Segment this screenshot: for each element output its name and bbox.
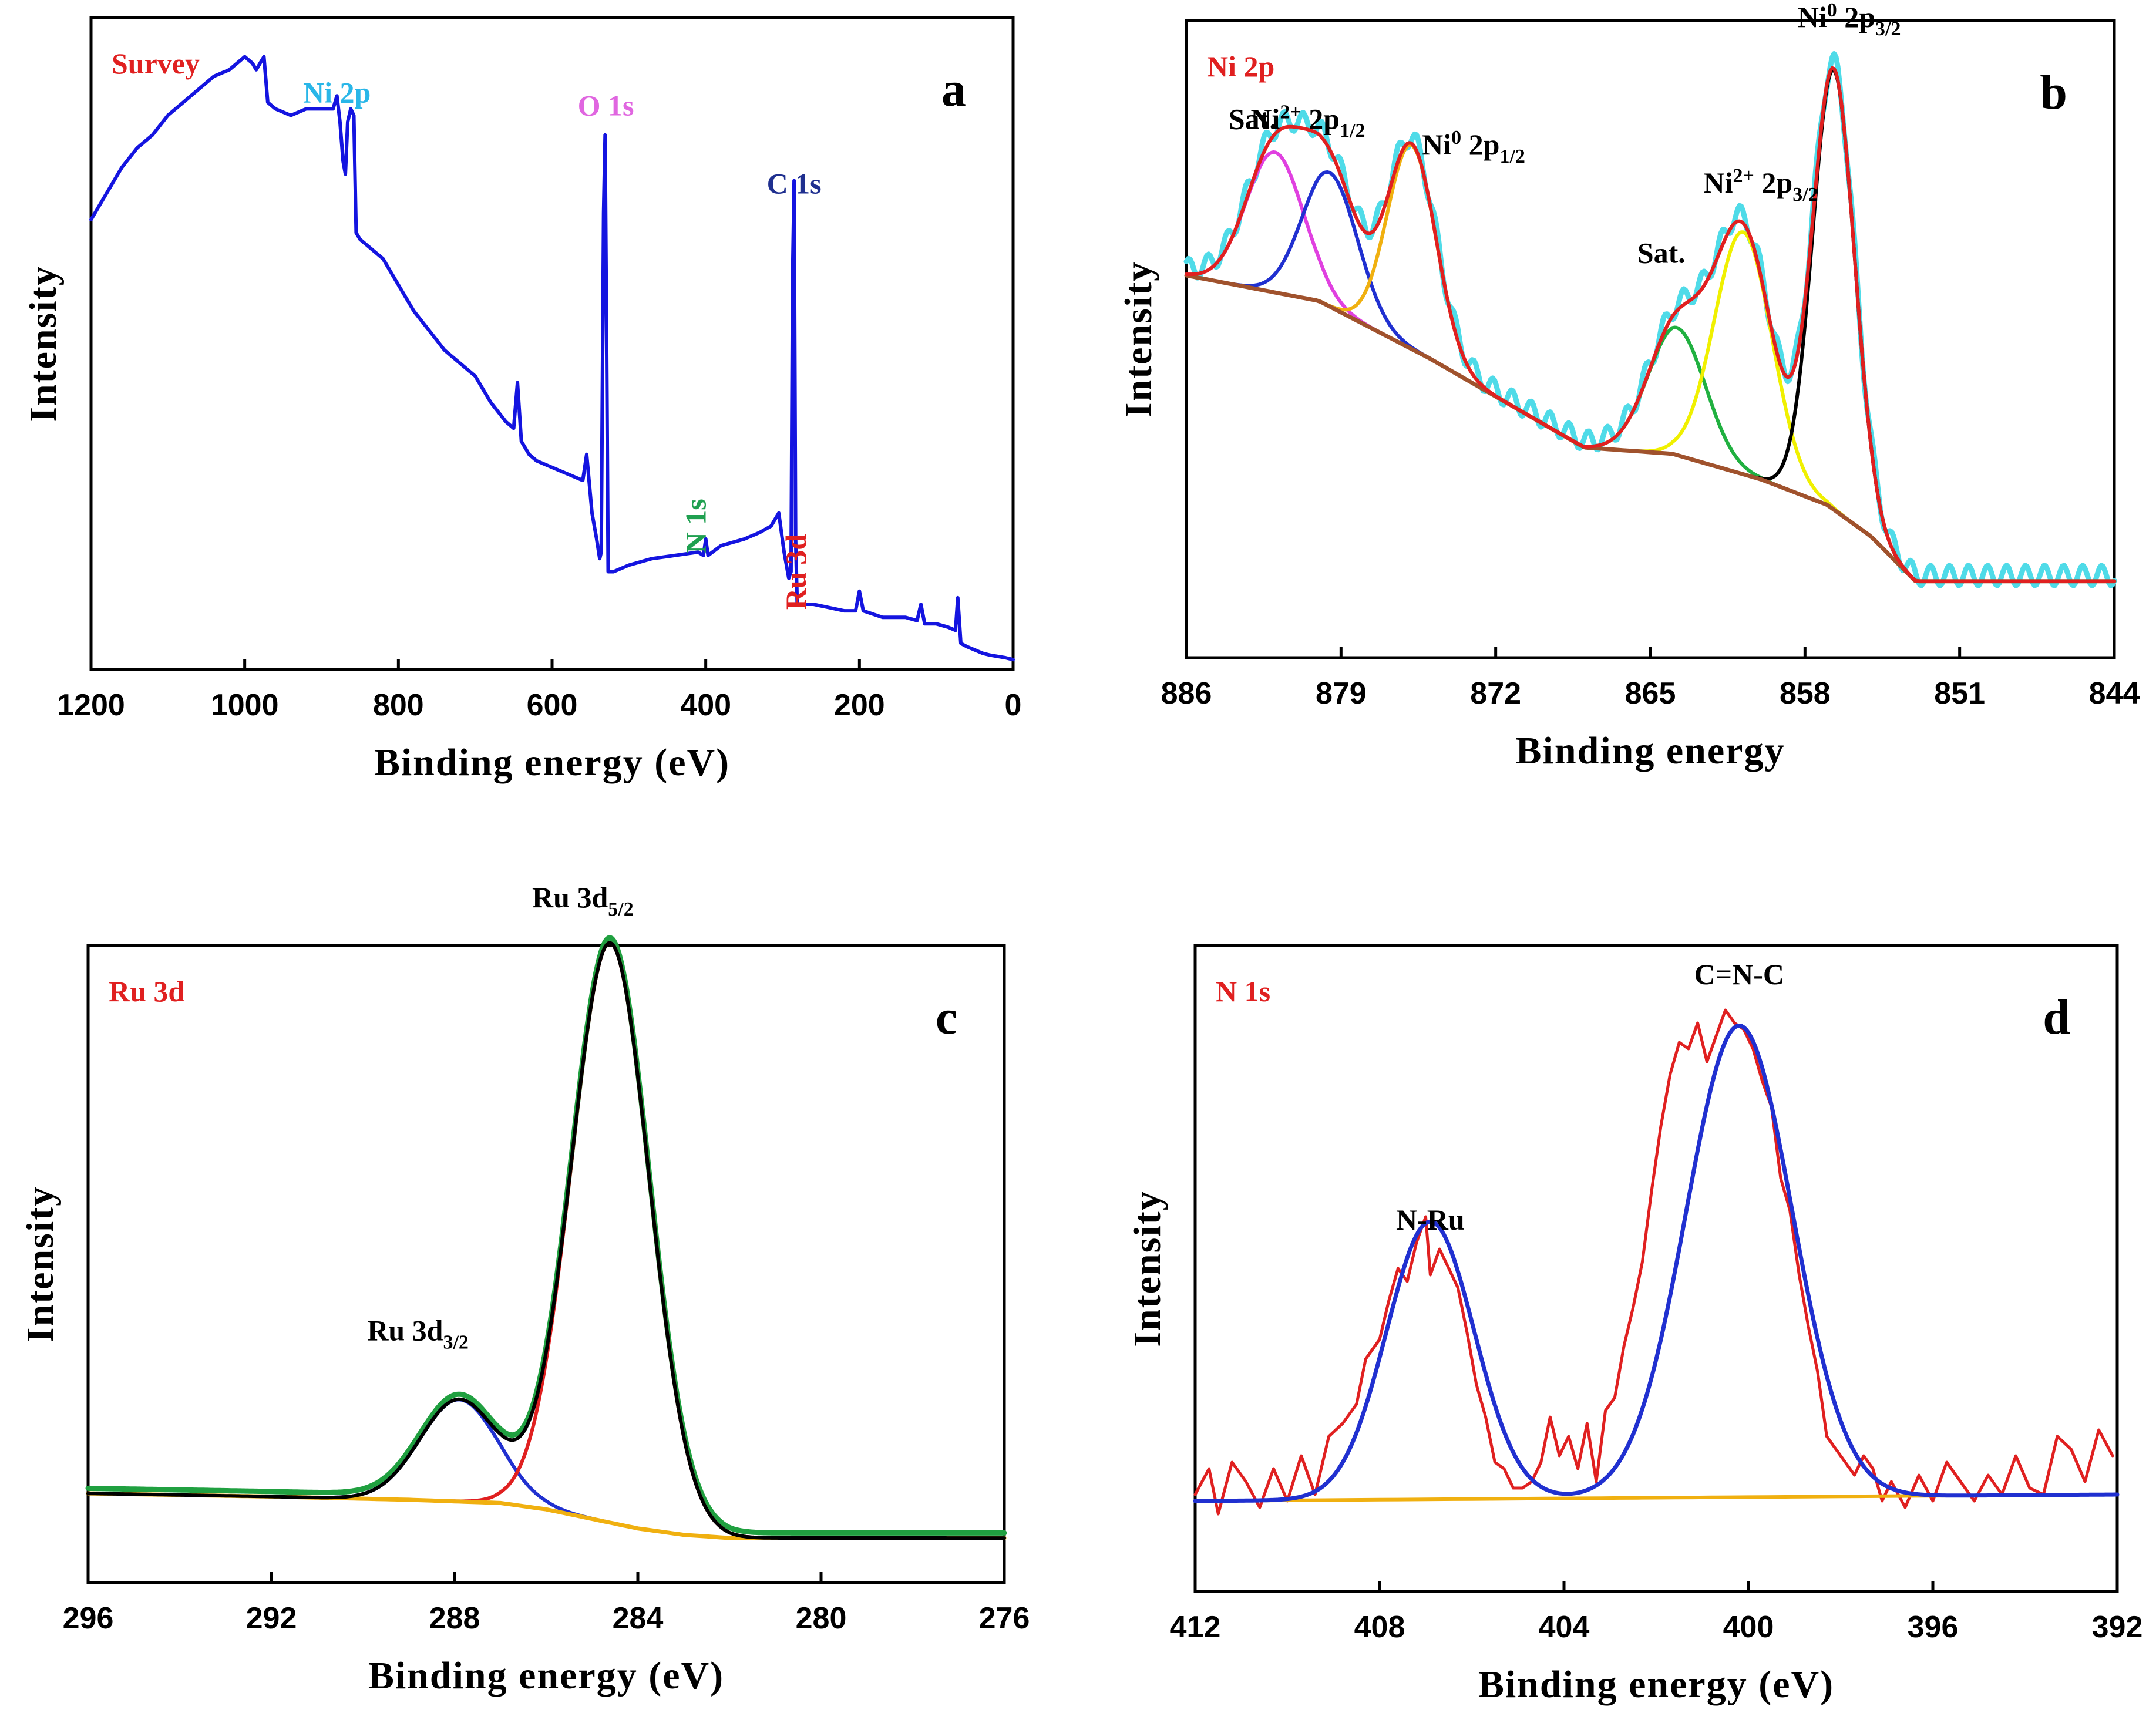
x-tick-label: 280 xyxy=(796,1601,847,1635)
y-axis-label: Intensity xyxy=(22,265,65,422)
peak-annotation: Ni2+ 2p1/2 xyxy=(1250,101,1365,142)
x-tick-label: 200 xyxy=(834,688,885,722)
chart-panel-b: 886 879 872 865 858 851 844 Binding energy Inten… xyxy=(1117,0,2140,772)
x-tick-label: 858 xyxy=(1780,676,1831,711)
x-axis-label: Binding energy (eV) xyxy=(374,741,730,784)
panel-title: Ru 3d xyxy=(109,975,184,1008)
x-tick-label: 288 xyxy=(429,1601,480,1635)
x-tick-label: 284 xyxy=(613,1601,664,1635)
component-peak-5 xyxy=(1185,230,2116,583)
component-peak-6 xyxy=(1185,68,2116,583)
x-tick-label: 1000 xyxy=(211,688,279,722)
survey-spectrum-line xyxy=(89,55,1015,662)
x-tick-label: 276 xyxy=(979,1601,1030,1635)
peak-annotation: O 1s xyxy=(578,89,634,122)
fit-line xyxy=(1193,1024,2120,1503)
peak-annotation: Ni 2p xyxy=(303,76,371,109)
x-tick-label: 408 xyxy=(1354,1610,1405,1644)
x-axis-label: Binding energy (eV) xyxy=(1478,1663,1834,1706)
peak-annotation: N 1s xyxy=(680,499,712,553)
x-tick-label: 600 xyxy=(527,688,578,722)
peak-annotation: Sat. xyxy=(1229,102,1277,135)
x-tick-label: 400 xyxy=(680,688,731,722)
x-tick-label: 844 xyxy=(2089,676,2140,711)
x-tick-label: 0 xyxy=(1005,688,1022,722)
peak-annotation: C 1s xyxy=(767,167,822,200)
plot-frame xyxy=(86,944,1006,1584)
plot-frame xyxy=(89,16,1015,671)
component-peak-4 xyxy=(1185,274,2116,583)
panel-letter: c xyxy=(936,990,957,1045)
x-tick-label: 800 xyxy=(373,688,424,722)
x-tick-label: 412 xyxy=(1170,1610,1221,1644)
panel-letter: a xyxy=(941,62,966,117)
panel-title: Survey xyxy=(112,47,200,80)
component-peak-2 xyxy=(86,941,1006,1540)
x-tick-label: 296 xyxy=(63,1601,114,1635)
x-tick-label: 886 xyxy=(1161,676,1212,711)
background-line xyxy=(1184,273,2117,584)
chart-panel-d: 412 408 404 400 396 392 Binding energy (eV) Int… xyxy=(1126,944,2143,1706)
peak-annotation: Ni0 2p1/2 xyxy=(1422,127,1525,167)
peak-annotation: Ru 3d xyxy=(779,534,812,610)
panel-letter: d xyxy=(2043,990,2070,1045)
raw-data-line xyxy=(1193,1008,2114,1516)
envelope-line xyxy=(1185,66,2116,583)
peak-annotation: Ru 3d5/2 xyxy=(532,881,634,920)
component-peak-2 xyxy=(1185,170,2116,583)
x-axis-label: Binding energy (eV) xyxy=(368,1654,724,1697)
y-axis-label: Intensity xyxy=(19,1186,62,1342)
x-axis-label: Binding energy xyxy=(1516,729,1785,772)
peak-annotation: C=N-C xyxy=(1694,958,1784,991)
peak-annotation: N-Ru xyxy=(1396,1203,1465,1236)
x-tick-label: 1200 xyxy=(57,688,125,722)
x-tick-label: 865 xyxy=(1625,676,1676,711)
panel-letter: b xyxy=(2040,65,2067,120)
peak-annotation: Sat. xyxy=(1637,236,1686,269)
chart-panel-a: 1200 1000 800 600 400 200 0 Binding energy (eV)… xyxy=(22,16,1022,784)
y-axis-label: Intensity xyxy=(1117,261,1160,418)
x-tick-label: 404 xyxy=(1539,1610,1590,1644)
component-peak-1 xyxy=(86,1398,1006,1540)
peak-annotation: Ni0 2p3/2 xyxy=(1798,0,1901,40)
peak-annotation: Ru 3d3/2 xyxy=(367,1314,469,1354)
x-tick-label: 851 xyxy=(1934,676,1985,711)
y-axis-label: Intensity xyxy=(1126,1190,1169,1347)
peak-annotation: Ni2+ 2p3/2 xyxy=(1704,165,1818,206)
x-tick-label: 392 xyxy=(2092,1610,2143,1644)
raw-data-line xyxy=(85,935,1007,1536)
x-tick-label: 872 xyxy=(1470,676,1521,711)
x-tick-label: 879 xyxy=(1316,676,1367,711)
panel-title: Ni 2p xyxy=(1207,50,1274,83)
panel-title: N 1s xyxy=(1216,975,1270,1008)
envelope-line xyxy=(86,941,1006,1540)
x-tick-label: 396 xyxy=(1908,1610,1959,1644)
x-tick-label: 400 xyxy=(1723,1610,1774,1644)
chart-panel-c: 296 292 288 284 280 276 Binding energy (eV) Int… xyxy=(19,881,1030,1697)
x-tick-label: 292 xyxy=(246,1601,297,1635)
plot-frame xyxy=(1193,944,2119,1593)
